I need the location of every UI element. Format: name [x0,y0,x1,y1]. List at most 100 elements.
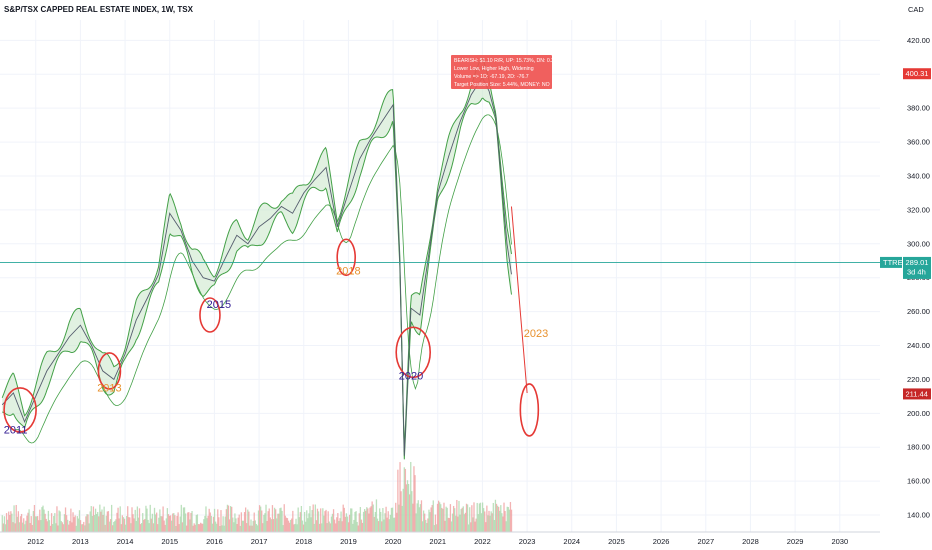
volume-bar [110,504,113,532]
volume-bar [509,501,512,532]
volume-bar [222,516,224,532]
chart-title: S&P/TSX CAPPED REAL ESTATE INDEX, 1W, TS… [4,5,194,14]
volume-bar [470,522,472,532]
volume-bar [147,519,149,532]
volume-bar [204,515,206,532]
info-line: Target Position Size: 5.44%, MONEY: NO [454,82,550,88]
volume-bar [228,519,231,532]
volume-bar [32,511,35,532]
volume-bar [162,506,164,532]
x-tick-label: 2018 [295,537,312,546]
info-line: Lower Low, Higher High, Widening [454,66,534,72]
annotation-circle [3,387,37,433]
volume-bar [276,518,278,532]
volume-bar [57,525,59,532]
volume-bar [123,518,126,532]
volume-bar [505,521,507,532]
volume-bar [338,520,340,532]
volume-bar [27,512,29,532]
volume-bar [280,507,282,532]
volume-bar [439,502,441,532]
y-tick-label: 240.00 [907,341,930,350]
volume-bar [317,511,320,532]
volume-bar [293,524,295,532]
volume-bar [180,504,182,532]
volume-bar [263,514,265,532]
volume-bar [77,518,80,532]
top-price-marker: 400.31 [903,68,931,80]
volume-bar [84,525,86,532]
volume-bar [344,516,346,532]
volume-bar [244,507,247,532]
volume-bar [19,516,22,532]
volume-bar [457,516,459,532]
volume-bar [481,502,484,532]
volume-bar [388,519,390,532]
volume-bar [231,506,233,532]
annotation-labels: 2011 2013 2015 2018 2020 2023 [4,265,548,436]
volume-bar [25,520,27,532]
x-tick-label: 2024 [563,537,580,546]
volume-bar [288,522,291,532]
annotation-circle [97,352,122,390]
volume-bar [195,515,197,532]
bottom-marker-bg [903,388,931,400]
volume-bar [11,513,13,532]
info-box[interactable]: BEARISH: $1.10 R/R, UP: 15.73%, DN: 0.26… [451,55,557,89]
info-box-bg [451,55,552,89]
volume-bar [508,509,511,532]
volume-bar [425,519,427,532]
volume-bar [350,508,352,532]
volume-bar [380,511,382,532]
volume-bar [256,525,259,532]
volume-bar [391,507,394,532]
volume-bar [375,499,378,532]
volume-bar [8,511,10,532]
volume-bar [326,523,328,532]
volume-bar [136,506,139,532]
volume-bar [114,520,116,532]
volume-bar [327,511,329,532]
volume-bar [239,525,241,532]
volume-bar [1,515,3,532]
x-tick-label: 2017 [251,537,268,546]
volume-bar [35,516,38,532]
volume-bar [154,514,157,532]
volume-bar [271,505,274,532]
volume-bar [381,521,383,532]
annotation-circle [519,383,540,437]
volume-bar [190,512,192,532]
volume-bar [131,507,133,532]
y-tick-label: 320.00 [907,205,930,214]
volume-bar [458,500,460,532]
volume-bar [333,519,336,532]
volume-bar [4,524,7,532]
volume-bar [149,504,151,532]
volume-bar [448,518,450,532]
volume-bar [374,511,377,532]
volume-bar [487,515,489,532]
volume-bar [90,506,92,532]
volume-bar [494,499,497,532]
symbol-tag-bg [880,256,902,268]
volume-bar [308,513,310,532]
volume-bar [424,513,426,532]
volume-bar [450,521,453,532]
volume-bar [55,523,57,532]
volume-bar [236,523,238,532]
volume-bar [484,511,486,532]
volume-bar [258,505,261,532]
volume-bar [405,484,408,532]
volume-bar [118,518,120,532]
volume-bar [377,521,380,532]
volume-bar [279,508,281,532]
volume-bar [411,491,413,532]
volume-bar [178,524,180,532]
current-price-marker[interactable]: TTRE 289.01 3d 4h [880,256,931,279]
volume-bar [329,523,331,532]
x-tick-label: 2026 [653,537,670,546]
volume-bar [370,506,372,532]
volume-bar [379,508,381,532]
volume-bar [159,509,161,532]
